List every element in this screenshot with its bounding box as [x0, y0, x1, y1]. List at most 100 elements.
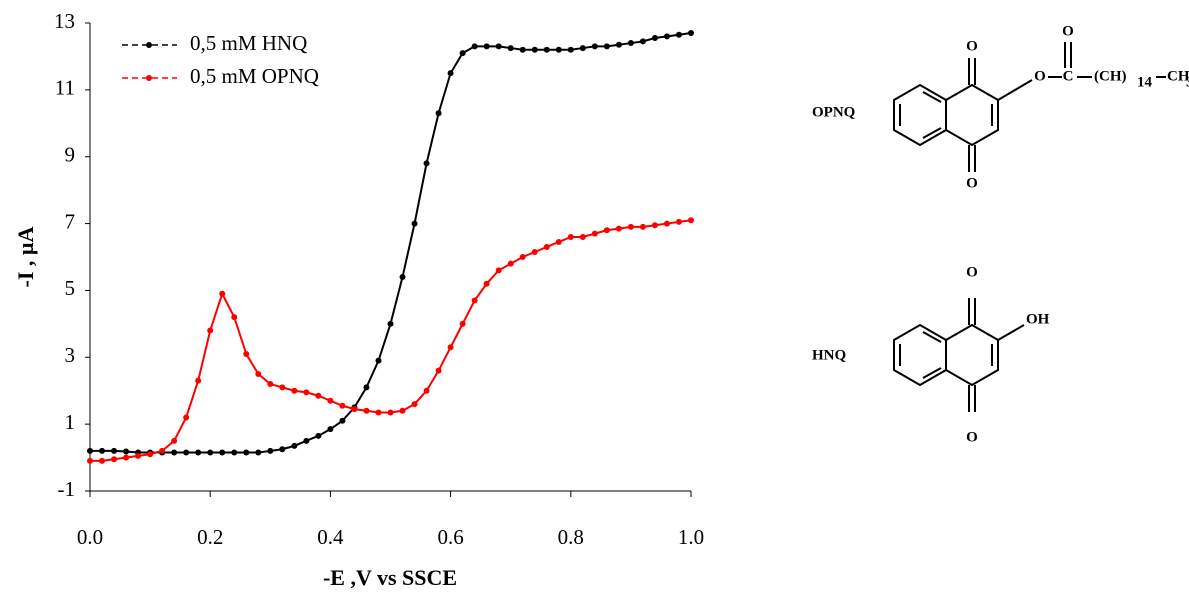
series-line [90, 219, 692, 462]
data-point [219, 449, 226, 456]
data-point [543, 243, 550, 250]
ring [893, 323, 947, 387]
x-tick-label: 0.8 [558, 525, 584, 549]
double-bond [922, 331, 942, 343]
data-point [135, 452, 142, 459]
data-point [579, 233, 586, 240]
x-tick-label: 0.6 [437, 525, 463, 549]
atom-label: O [966, 38, 978, 54]
data-point [603, 43, 610, 50]
data-point [255, 371, 262, 377]
data-point [303, 437, 310, 444]
data-point [171, 437, 178, 444]
data-point [507, 260, 514, 267]
data-point [399, 407, 406, 414]
double-bond [922, 91, 942, 103]
data-point [471, 297, 478, 304]
atom-label: C [1063, 68, 1074, 84]
data-point [159, 447, 166, 454]
data-point [663, 220, 670, 227]
atom-label: (CH) [1094, 68, 1127, 84]
ring [945, 323, 999, 387]
data-point [459, 50, 466, 57]
y-tick-label: 3 [65, 343, 76, 367]
data-point [111, 456, 118, 463]
data-point [171, 449, 178, 456]
data-point [603, 227, 610, 234]
data-point [651, 222, 658, 229]
atom-label: CH [1167, 68, 1189, 84]
atom-subscript: 3 [1186, 74, 1189, 90]
hnq-structure: HNQ O O OH [812, 264, 1050, 445]
data-point [435, 367, 442, 374]
y-tick-label: 13 [54, 9, 75, 33]
data-point [99, 457, 106, 464]
data-point [411, 401, 418, 408]
series-line [90, 32, 692, 454]
atom-subscript: 14 [1137, 74, 1153, 90]
y-tick-label: 7 [65, 209, 76, 233]
data-point [279, 384, 286, 391]
data-point [255, 449, 262, 456]
data-point [567, 233, 574, 240]
y-tick-label: 9 [65, 143, 76, 167]
data-point [243, 449, 250, 456]
structure-label: OPNQ [812, 104, 856, 120]
data-point [207, 449, 214, 456]
data-point [675, 218, 682, 225]
data-point [519, 254, 526, 260]
data-point [123, 448, 130, 455]
data-point [303, 389, 310, 396]
x-tick-label: 1.0 [678, 525, 704, 549]
data-point [363, 407, 370, 414]
legend-label: 0,5 mM OPNQ [190, 64, 319, 88]
y-tick-label: 5 [65, 276, 76, 300]
atom-label: O [1034, 68, 1046, 84]
data-point [483, 43, 490, 50]
data-point [555, 46, 562, 53]
double-bond [922, 127, 942, 139]
data-point [471, 43, 478, 50]
y-axis-label: -I , µA [13, 226, 38, 287]
data-point [639, 223, 646, 230]
data-point [123, 454, 130, 461]
data-point [183, 449, 190, 456]
ring [945, 83, 999, 147]
legend-marker [146, 42, 152, 48]
data-point [87, 457, 93, 464]
y-tick-label: -1 [58, 477, 76, 501]
data-point [447, 344, 454, 351]
data-point [399, 274, 406, 281]
data-point [627, 223, 634, 230]
data-point [591, 230, 598, 237]
data-point [531, 46, 538, 53]
data-point [387, 320, 394, 327]
data-point [219, 290, 226, 297]
structure-label: HNQ [812, 347, 847, 363]
data-point [688, 217, 694, 224]
data-point [363, 384, 370, 391]
data-point [423, 387, 430, 394]
data-point [435, 110, 442, 117]
data-point [183, 414, 190, 421]
data-point [279, 446, 286, 453]
data-point [411, 220, 418, 227]
data-point [519, 46, 526, 53]
data-point [267, 381, 274, 388]
data-point [459, 320, 466, 327]
data-point [231, 449, 238, 456]
data-point [507, 45, 514, 52]
data-point [291, 442, 298, 449]
data-point [615, 41, 622, 48]
data-point [651, 35, 658, 42]
data-point [579, 45, 586, 52]
bond [997, 324, 1025, 341]
data-point [675, 31, 682, 38]
data-point [111, 447, 118, 454]
data-point [327, 426, 334, 433]
data-point [147, 451, 154, 458]
data-point [195, 377, 202, 384]
data-point [495, 43, 502, 50]
data-point [591, 43, 598, 50]
